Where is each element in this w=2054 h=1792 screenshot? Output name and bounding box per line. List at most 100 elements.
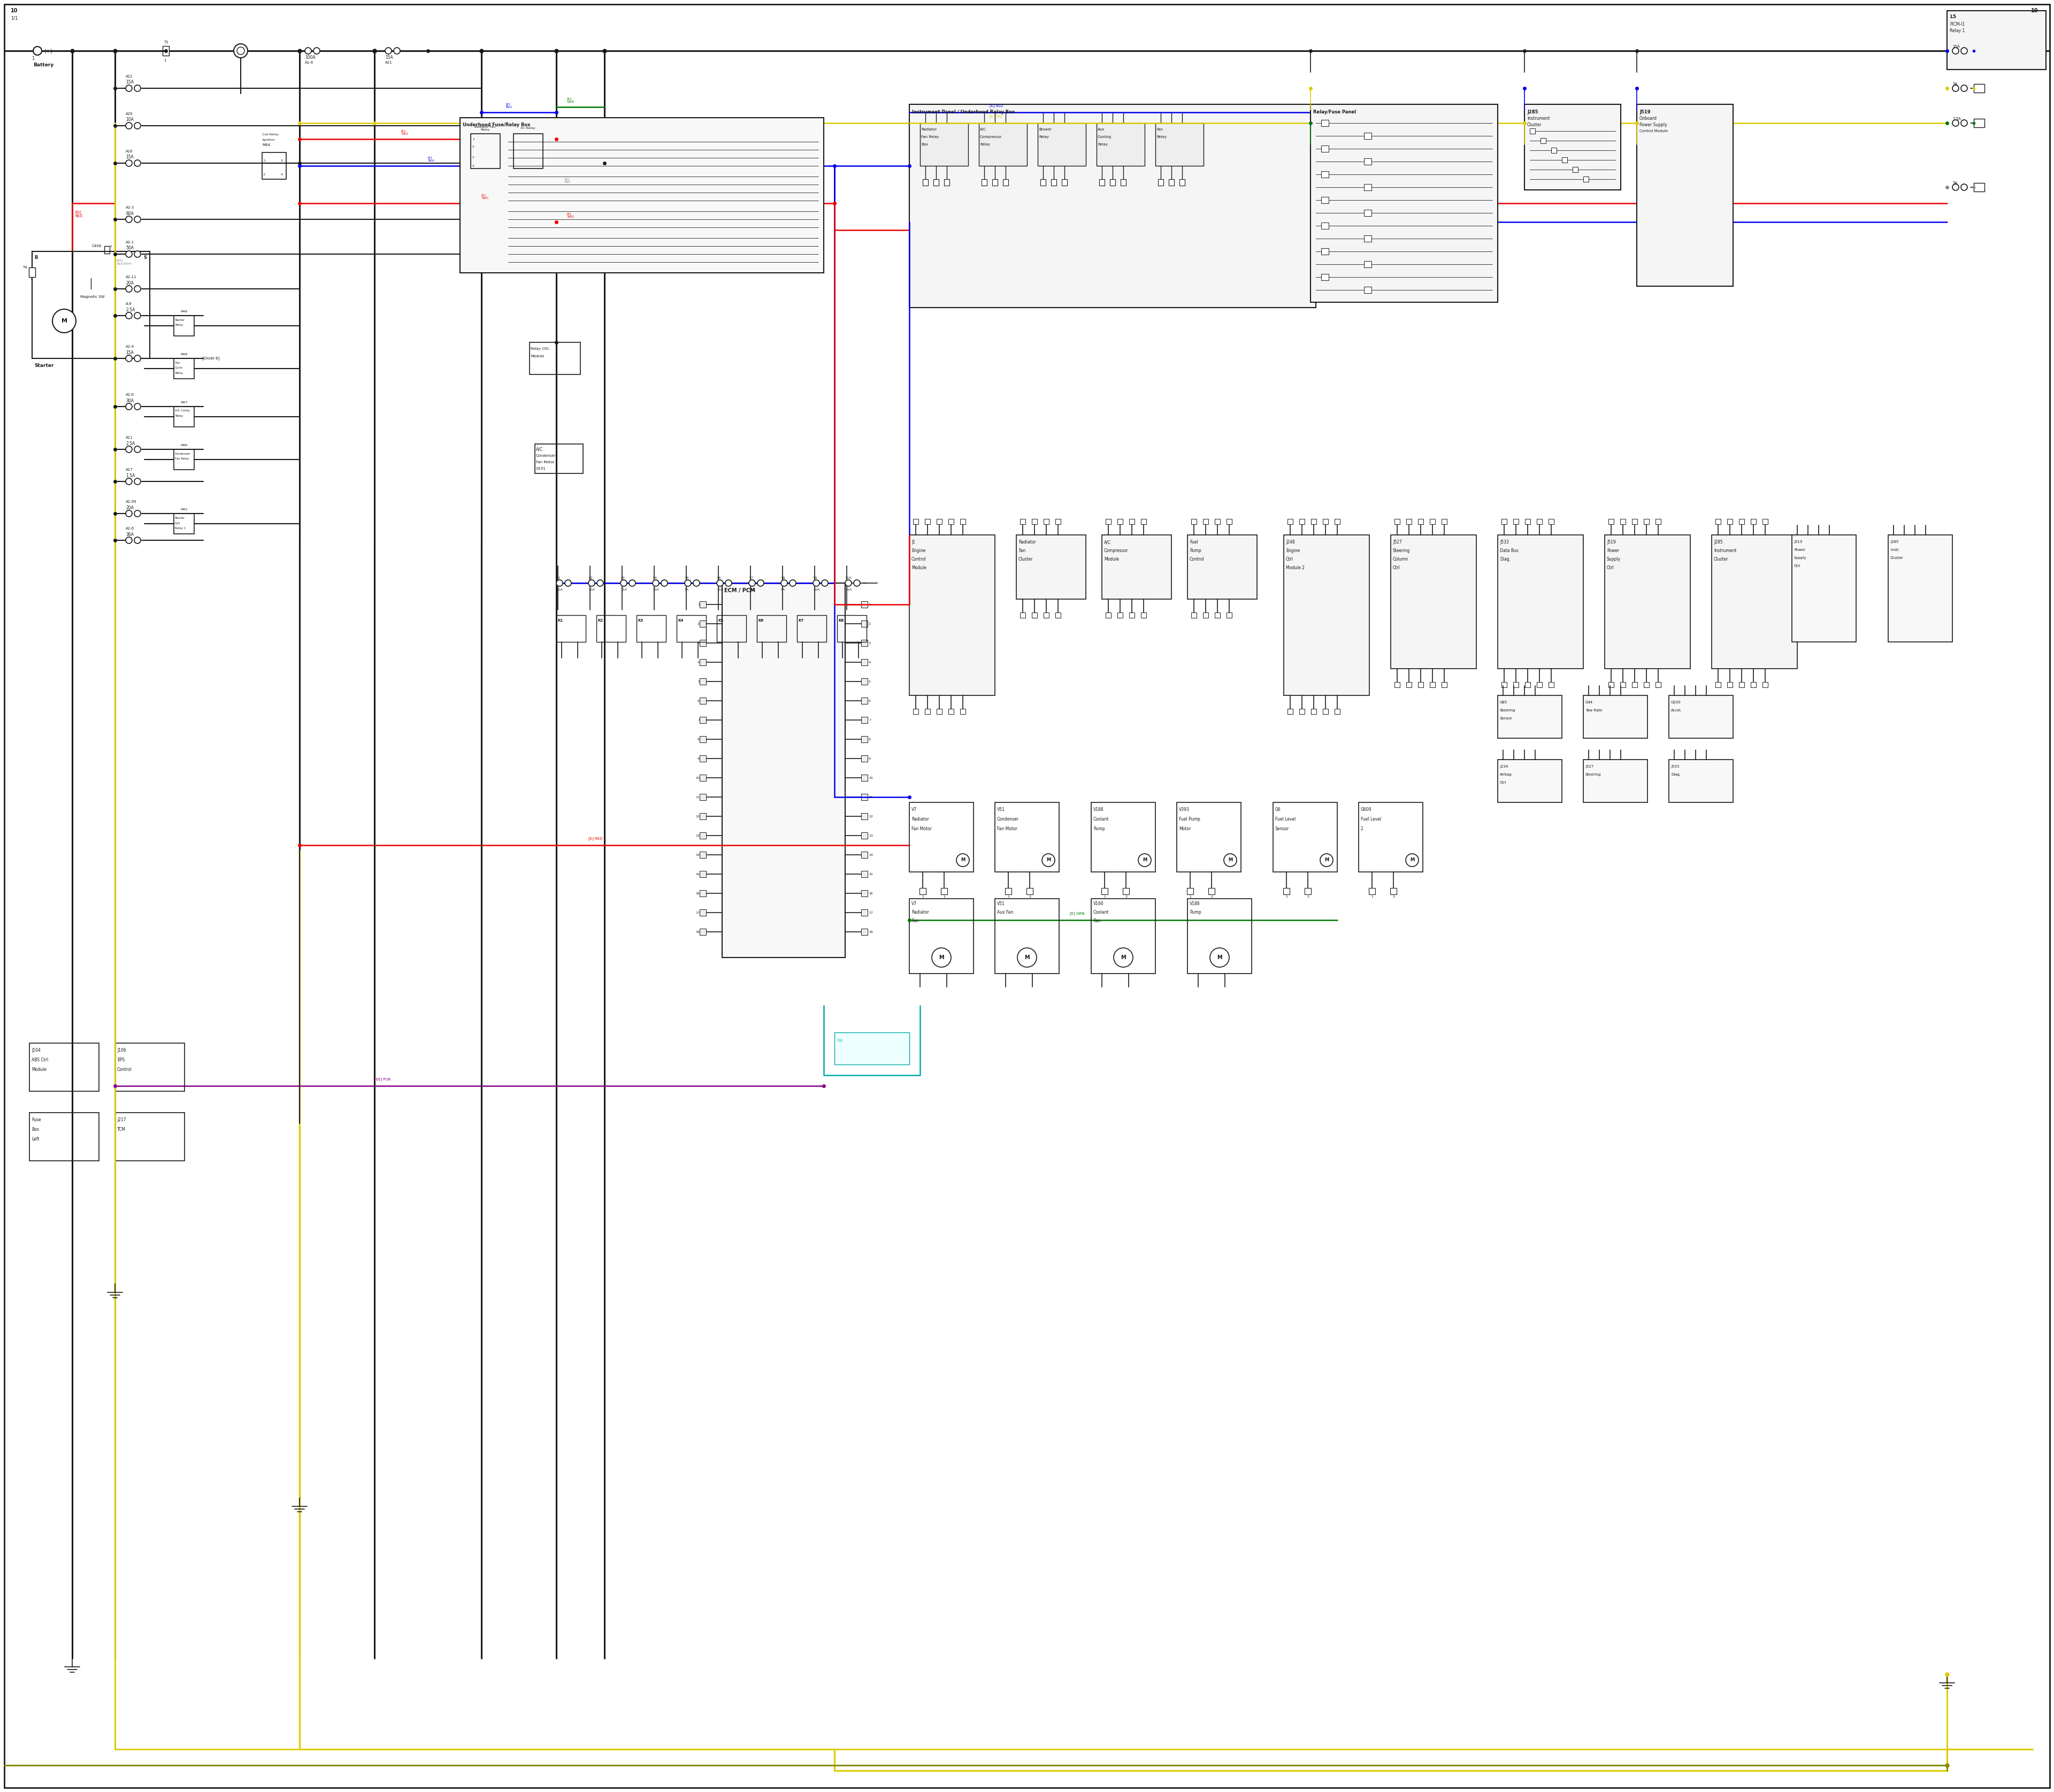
Bar xyxy=(1204,613,1208,618)
Text: V7: V7 xyxy=(912,808,916,812)
Bar xyxy=(1947,11,2046,70)
Text: 15A: 15A xyxy=(844,588,852,591)
Text: G85: G85 xyxy=(1499,701,1508,704)
Bar xyxy=(910,803,974,873)
Text: Starter: Starter xyxy=(175,319,185,321)
Bar xyxy=(700,794,707,801)
Bar xyxy=(1364,262,1372,267)
Bar xyxy=(1750,683,1756,688)
Bar xyxy=(1321,172,1329,177)
Text: Sensor: Sensor xyxy=(1276,826,1290,831)
Bar xyxy=(914,710,918,715)
Text: Ctrl: Ctrl xyxy=(1793,564,1801,568)
Text: Ctrl: Ctrl xyxy=(1606,566,1614,570)
Text: [E]
GRN: [E] GRN xyxy=(567,99,575,104)
Circle shape xyxy=(653,581,659,586)
Bar xyxy=(700,659,707,665)
Text: 1/1: 1/1 xyxy=(10,16,18,20)
Bar xyxy=(1226,520,1232,525)
Text: Sensor: Sensor xyxy=(1499,717,1512,720)
Text: Starter: Starter xyxy=(175,516,185,520)
Bar xyxy=(1101,889,1107,894)
Bar xyxy=(1027,889,1033,894)
Bar xyxy=(1187,889,1193,894)
Circle shape xyxy=(725,581,731,586)
Text: 5: 5 xyxy=(698,681,700,683)
Bar xyxy=(717,615,746,642)
Bar xyxy=(1300,520,1304,525)
Circle shape xyxy=(314,48,320,54)
Text: V188: V188 xyxy=(1093,808,1103,812)
Bar xyxy=(700,851,707,858)
Text: Fan: Fan xyxy=(1093,919,1101,923)
Bar xyxy=(1335,520,1339,525)
Circle shape xyxy=(1962,120,1968,125)
Text: J104: J104 xyxy=(31,1048,41,1054)
Text: Coolant: Coolant xyxy=(1093,910,1109,916)
Bar xyxy=(861,814,867,819)
Bar xyxy=(1497,695,1561,738)
Bar xyxy=(992,179,998,186)
Text: [E]
BLU: [E] BLU xyxy=(505,102,511,109)
Text: 15: 15 xyxy=(869,873,873,876)
Circle shape xyxy=(1113,948,1134,968)
Bar xyxy=(1573,167,1577,172)
Text: Fuel Pump: Fuel Pump xyxy=(1179,817,1200,823)
Text: 4: 4 xyxy=(281,174,283,176)
Text: 1: 1 xyxy=(1103,896,1105,898)
Text: K8: K8 xyxy=(838,618,844,622)
Bar xyxy=(1310,710,1317,715)
Bar xyxy=(933,179,939,186)
Text: A22: A22 xyxy=(125,75,134,79)
Text: Cyl.: Cyl. xyxy=(838,1039,844,1041)
Bar xyxy=(1062,179,1068,186)
Text: 10A: 10A xyxy=(587,588,596,591)
Text: 1: 1 xyxy=(109,246,111,247)
Bar xyxy=(1358,803,1423,873)
Bar xyxy=(1715,683,1721,688)
Text: Relay: Relay xyxy=(175,414,183,418)
Bar xyxy=(1549,520,1555,525)
Text: Cycle: Cycle xyxy=(175,367,183,369)
Text: A2-6: A2-6 xyxy=(125,392,134,396)
Bar xyxy=(1321,145,1329,152)
Text: F7: F7 xyxy=(750,577,754,579)
Circle shape xyxy=(125,355,131,362)
Text: 3: 3 xyxy=(869,642,871,645)
Text: G609: G609 xyxy=(1360,808,1372,812)
Bar xyxy=(700,928,707,935)
Text: Instr.: Instr. xyxy=(1890,548,1900,552)
Bar xyxy=(945,179,949,186)
Text: 16: 16 xyxy=(869,892,873,894)
Text: 14: 14 xyxy=(869,853,873,857)
Text: Coolant: Coolant xyxy=(1093,817,1109,823)
Circle shape xyxy=(694,581,700,586)
Text: Condenser: Condenser xyxy=(536,453,557,457)
Bar xyxy=(1633,520,1637,525)
Text: Power: Power xyxy=(1606,548,1619,554)
Bar xyxy=(1364,158,1372,165)
Bar xyxy=(797,615,826,642)
Bar xyxy=(700,679,707,685)
Text: Control: Control xyxy=(912,557,926,563)
Circle shape xyxy=(134,159,140,167)
Text: Diag.: Diag. xyxy=(1499,557,1510,563)
Bar xyxy=(1668,695,1734,738)
Bar xyxy=(1750,520,1756,525)
Bar xyxy=(1004,889,1011,894)
Text: Ctrl: Ctrl xyxy=(1499,781,1506,785)
Circle shape xyxy=(394,48,401,54)
Bar xyxy=(1091,898,1154,973)
Bar xyxy=(637,615,665,642)
Text: L5: L5 xyxy=(1949,14,1955,20)
Bar xyxy=(700,640,707,647)
Circle shape xyxy=(1321,853,1333,867)
Text: Supply: Supply xyxy=(1793,556,1808,559)
Bar xyxy=(1364,185,1372,190)
Circle shape xyxy=(1953,84,1960,91)
Bar xyxy=(959,520,965,525)
Circle shape xyxy=(1210,948,1228,968)
Circle shape xyxy=(1138,853,1150,867)
Bar xyxy=(1056,520,1060,525)
Text: M46: M46 xyxy=(181,444,187,446)
